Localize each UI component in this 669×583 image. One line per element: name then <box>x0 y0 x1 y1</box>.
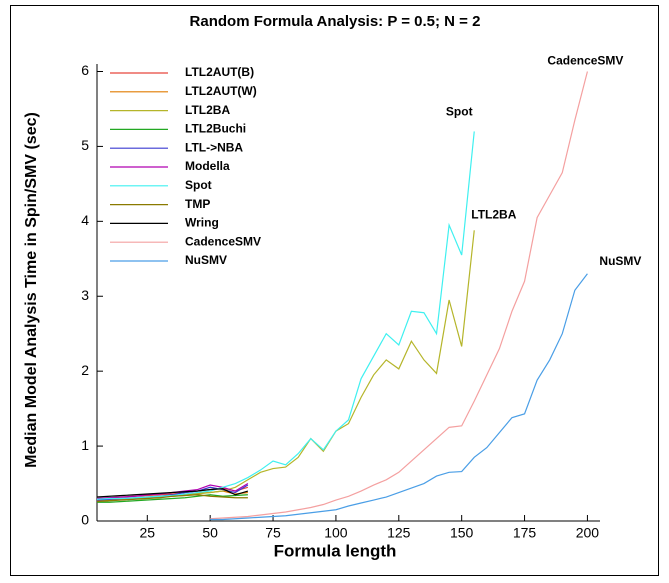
legend-label: Spot <box>185 178 212 192</box>
legend-label: TMP <box>185 197 210 211</box>
series-line <box>210 71 589 520</box>
series-line <box>96 131 475 500</box>
x-tick-label: 150 <box>450 525 474 541</box>
series-line <box>96 230 475 501</box>
x-tick-label: 100 <box>324 525 348 541</box>
y-tick-label: 5 <box>81 137 89 153</box>
x-tick-label: 50 <box>202 525 218 541</box>
x-axis-label: Formula length <box>274 541 397 560</box>
x-tick-label: 200 <box>576 525 600 541</box>
annotation: LTL2BA <box>471 207 516 221</box>
legend-label: LTL2Buchi <box>185 122 246 136</box>
y-tick-label: 3 <box>81 287 89 303</box>
x-tick-label: 125 <box>387 525 411 541</box>
x-tick-label: 75 <box>265 525 281 541</box>
series-line <box>210 273 588 521</box>
chart-title: Random Formula Analysis: P = 0.5; N = 2 <box>190 13 481 30</box>
legend-label: CadenceSMV <box>185 234 261 248</box>
y-tick-label: 4 <box>81 212 89 228</box>
y-tick-label: 1 <box>81 437 89 453</box>
frame <box>10 5 659 576</box>
legend-label: Modella <box>185 159 230 173</box>
y-tick-label: 0 <box>81 512 89 528</box>
x-tick-label: 175 <box>513 525 537 541</box>
legend-label: LTL->NBA <box>185 140 243 154</box>
annotation: CadenceSMV <box>547 54 623 68</box>
legend-label: LTL2AUT(B) <box>185 65 254 79</box>
legend-label: NuSMV <box>185 253 227 267</box>
series-line <box>96 488 249 498</box>
y-tick-label: 2 <box>81 362 89 378</box>
legend-label: Wring <box>185 216 219 230</box>
legend-label: LTL2BA <box>185 103 230 117</box>
series-line <box>96 494 248 503</box>
y-axis-label: Median Model Analysis Time in Spin/SMV (… <box>23 112 40 468</box>
legend-label: LTL2AUT(W) <box>185 84 257 98</box>
y-tick-label: 6 <box>81 62 89 78</box>
annotation: Spot <box>446 105 473 119</box>
series-line <box>97 494 248 503</box>
annotation: NuSMV <box>599 254 641 268</box>
x-tick-label: 25 <box>140 525 156 541</box>
